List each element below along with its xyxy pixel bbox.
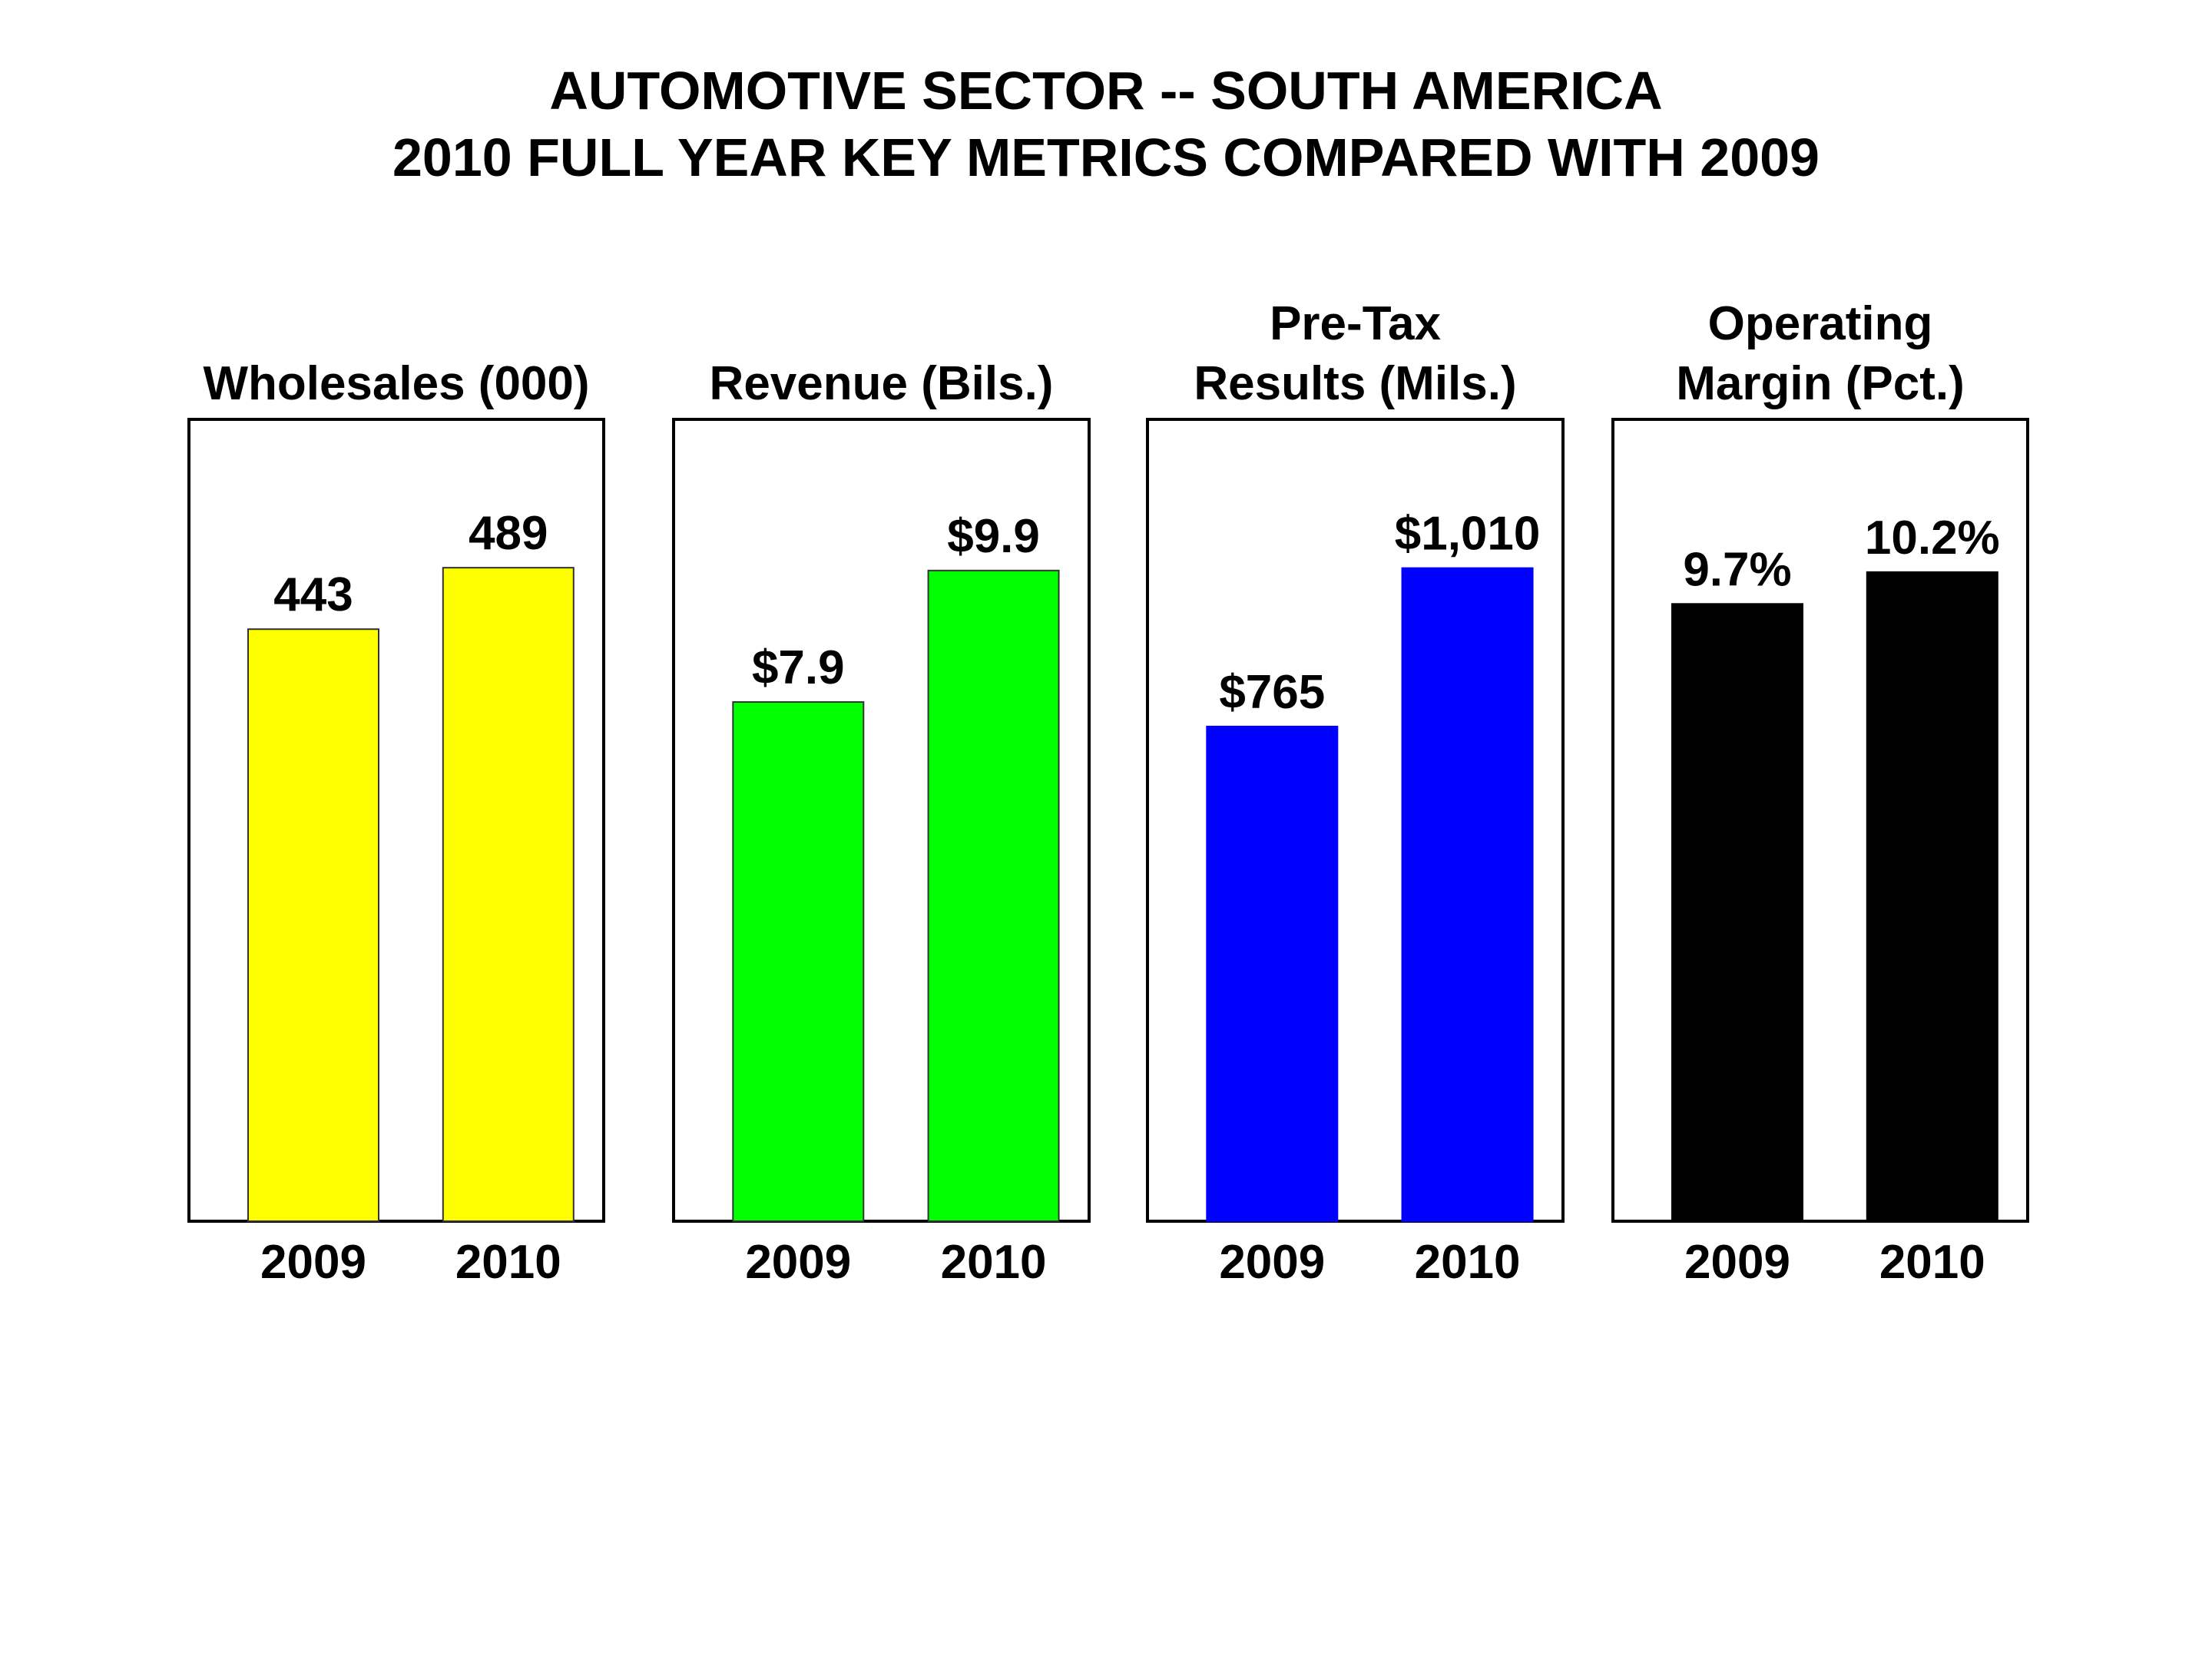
panel-title: Pre-Tax [1270, 297, 1441, 350]
data-label: 443 [273, 568, 353, 621]
panel-title: Margin (Pct.) [1676, 357, 1964, 410]
x-tick-label: 2009 [1219, 1236, 1325, 1289]
x-tick-label: 2009 [260, 1236, 366, 1289]
panel-title: Operating [1708, 297, 1933, 350]
bar [1401, 567, 1534, 1222]
chart-panel: Wholesales (000) 443 2009 489 2010 [187, 357, 605, 1289]
data-label: $7.9 [752, 641, 845, 694]
data-label: $1,010 [1395, 508, 1541, 561]
bar [927, 569, 1060, 1222]
chart-panel: Revenue (Bils.) $7.9 2009 $9.9 2010 [672, 357, 1091, 1289]
x-tick-label: 2009 [745, 1236, 851, 1289]
panel-title: Results (Mils.) [1194, 357, 1516, 410]
bar [1671, 603, 1803, 1222]
x-tick-label: 2010 [1879, 1236, 1985, 1289]
data-label: $9.9 [947, 510, 1040, 563]
bar [1206, 725, 1339, 1222]
bar [1866, 571, 1998, 1222]
x-tick-label: 2010 [941, 1236, 1047, 1289]
chart-panel: Operating Margin (Pct.) 9.7% 2009 10.2% 2010 [1611, 297, 2029, 1289]
bar [442, 567, 575, 1222]
panel-frame [1146, 418, 1565, 1223]
x-tick-label: 2010 [1415, 1236, 1521, 1289]
data-label: 10.2% [1865, 512, 2000, 565]
x-tick-label: 2010 [455, 1236, 561, 1289]
panel-title: Revenue (Bils.) [710, 357, 1054, 410]
bar [247, 628, 379, 1222]
panel-title: Wholesales (000) [203, 357, 589, 410]
chart-subtitle: 2010 FULL YEAR KEY METRICS COMPARED WITH… [392, 127, 1820, 187]
panel-frame [187, 418, 605, 1223]
data-label: $765 [1219, 666, 1325, 719]
x-tick-label: 2009 [1684, 1236, 1790, 1289]
data-label: 489 [469, 507, 548, 560]
chart-panel: Pre-Tax Results (Mils.) $765 2009 $1,010 2010 [1146, 297, 1565, 1289]
panel-frame [672, 418, 1091, 1223]
data-label: 9.7% [1683, 543, 1791, 596]
chart-title: AUTOMOTIVE SECTOR -- SOUTH AMERICA [549, 61, 1663, 121]
bar [732, 700, 865, 1222]
panel-frame [1611, 418, 2029, 1223]
